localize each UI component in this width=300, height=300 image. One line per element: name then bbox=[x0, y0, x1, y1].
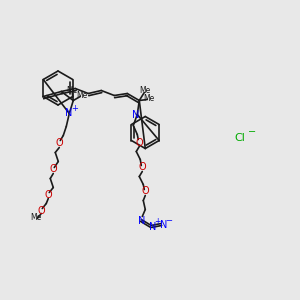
Text: N: N bbox=[132, 110, 139, 119]
Text: O: O bbox=[136, 137, 143, 148]
Text: O: O bbox=[139, 163, 146, 172]
Text: N: N bbox=[138, 215, 145, 226]
Text: O: O bbox=[50, 164, 57, 175]
Text: N: N bbox=[160, 220, 167, 230]
Text: Cl: Cl bbox=[235, 133, 245, 143]
Text: Me: Me bbox=[140, 86, 151, 95]
Text: N: N bbox=[148, 221, 156, 232]
Text: Me: Me bbox=[67, 86, 78, 95]
Text: O: O bbox=[38, 206, 45, 215]
Text: +: + bbox=[71, 104, 78, 113]
Text: O: O bbox=[44, 190, 52, 200]
Text: O: O bbox=[56, 139, 63, 148]
Text: Me: Me bbox=[144, 94, 155, 103]
Text: Me: Me bbox=[31, 213, 42, 222]
Text: O: O bbox=[142, 187, 149, 196]
Text: +: + bbox=[154, 217, 161, 226]
Text: N: N bbox=[64, 109, 72, 118]
Text: Me: Me bbox=[77, 91, 88, 100]
Text: −: − bbox=[165, 216, 172, 225]
Text: −: − bbox=[248, 127, 256, 137]
